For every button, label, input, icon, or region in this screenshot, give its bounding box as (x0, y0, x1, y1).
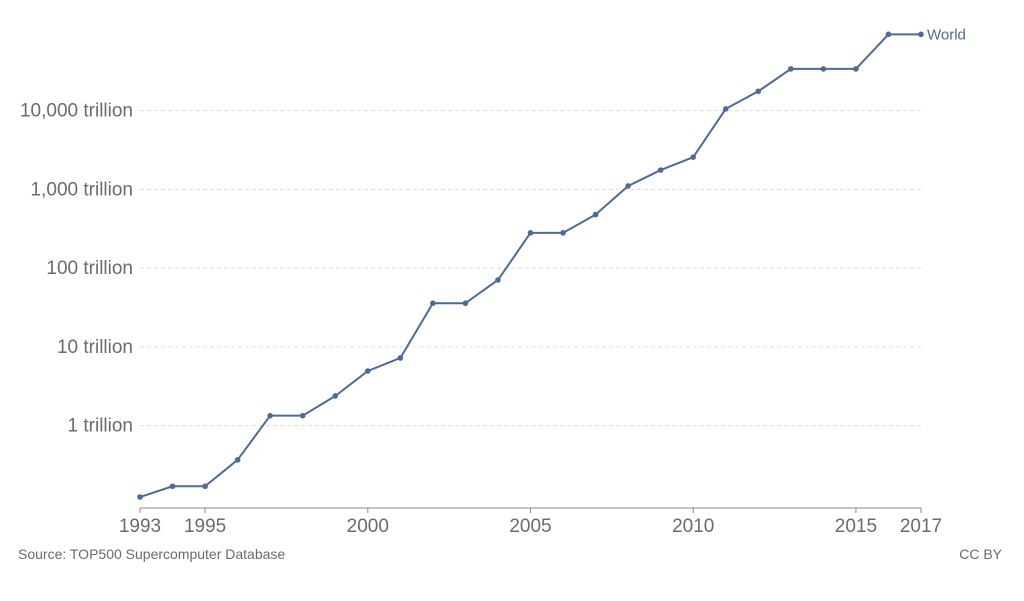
data-point (722, 106, 729, 112)
x-tick-label: 2005 (509, 516, 551, 537)
data-point (625, 183, 631, 189)
y-tick-label: 1,000 trillion (31, 179, 133, 200)
license-link[interactable]: CC BY (959, 546, 1002, 562)
data-point (853, 66, 859, 72)
y-tick-label: 10,000 trillion (20, 101, 133, 122)
data-point (592, 211, 599, 218)
y-tick-label: 10 trillion (57, 337, 133, 358)
gridlines (140, 110, 921, 427)
x-tick-label: 1995 (184, 516, 226, 537)
y-tick-label: 100 trillion (46, 258, 133, 279)
data-point (267, 412, 273, 419)
data-point (885, 31, 892, 38)
data-point (560, 230, 566, 236)
x-tick-label: 2017 (900, 516, 942, 537)
data-point (202, 483, 208, 490)
y-tick-label: 1 trillion (68, 416, 133, 437)
data-point (527, 230, 534, 236)
data-point (234, 457, 241, 463)
tick-labels: 1 trillion 10 trillion 100 trillion 1,000 t… (20, 26, 966, 537)
data-point (657, 167, 664, 173)
source-note: Source: TOP500 Supercomputer Database (18, 546, 286, 562)
x-axis (139, 507, 922, 513)
data-point (462, 300, 469, 307)
data-point (430, 300, 436, 307)
data-point (332, 393, 339, 399)
data-point (820, 66, 827, 72)
data-point (169, 483, 176, 490)
data-point (495, 277, 501, 283)
data-point (397, 355, 404, 361)
x-tick-label: 2010 (672, 516, 714, 537)
series-line (139, 33, 921, 498)
series-label: World (927, 26, 966, 43)
series-world (137, 31, 924, 500)
data-point (788, 66, 794, 72)
x-tick-label: 2000 (347, 516, 389, 537)
data-point (137, 494, 143, 500)
data-point (299, 412, 306, 419)
data-point (918, 31, 924, 38)
x-tick-label: 2015 (835, 516, 877, 537)
data-point (690, 154, 697, 160)
data-point (364, 368, 371, 374)
data-point (755, 88, 762, 95)
x-tick-label: 1993 (119, 516, 161, 537)
